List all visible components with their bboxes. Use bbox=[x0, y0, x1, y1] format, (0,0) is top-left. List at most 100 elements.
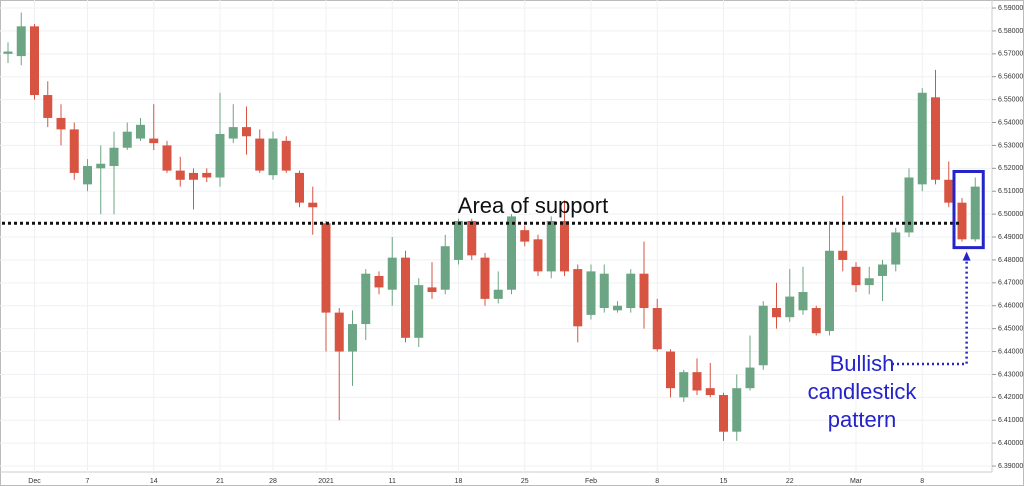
y-tick-label: 6.50000 bbox=[998, 211, 1023, 218]
candle-body bbox=[83, 166, 92, 185]
x-tick-label: 21 bbox=[216, 478, 224, 485]
y-tick-label: 6.45000 bbox=[998, 325, 1023, 332]
y-tick-label: 6.49000 bbox=[998, 234, 1023, 241]
candle-body bbox=[520, 230, 530, 242]
candle-body bbox=[255, 138, 265, 171]
y-tick-label: 6.53000 bbox=[998, 142, 1023, 149]
x-tick-label: Mar bbox=[850, 478, 863, 485]
candle-body bbox=[891, 232, 901, 265]
y-tick-label: 6.52000 bbox=[998, 165, 1023, 172]
candle-body bbox=[321, 223, 331, 313]
candle-body bbox=[546, 220, 556, 272]
candle-body bbox=[904, 177, 914, 233]
x-tick-label: 2021 bbox=[318, 478, 334, 485]
candle-body bbox=[109, 147, 119, 167]
candle-body bbox=[215, 133, 225, 178]
candle-body bbox=[308, 202, 318, 208]
candle-body bbox=[917, 92, 927, 185]
x-tick-label: 14 bbox=[150, 478, 158, 485]
y-tick-label: 6.39000 bbox=[998, 463, 1023, 470]
candle-body bbox=[666, 351, 675, 389]
x-tick-label: Feb bbox=[585, 478, 597, 485]
y-tick-label: 6.48000 bbox=[998, 257, 1023, 264]
pattern-box bbox=[952, 169, 985, 250]
pattern-label: pattern bbox=[828, 407, 897, 432]
y-tick-label: 6.57000 bbox=[998, 51, 1023, 58]
x-tick-label: Dec bbox=[28, 478, 41, 485]
candle-body bbox=[613, 305, 622, 311]
x-tick-label: 7 bbox=[86, 478, 90, 485]
candle-body bbox=[268, 138, 278, 176]
candle-body bbox=[878, 264, 887, 276]
candle-body bbox=[957, 202, 967, 240]
candle-body bbox=[69, 129, 79, 173]
y-tick-label: 6.41000 bbox=[998, 417, 1023, 424]
candle-body bbox=[202, 172, 212, 178]
candle-body bbox=[149, 138, 159, 144]
candle-body bbox=[811, 308, 821, 334]
candle-body bbox=[440, 246, 450, 290]
candle-body bbox=[96, 163, 106, 169]
candle-body bbox=[586, 271, 596, 315]
x-tick-label: 11 bbox=[389, 478, 396, 485]
candle-body bbox=[679, 372, 689, 398]
candle-body bbox=[43, 95, 53, 118]
candle-body bbox=[560, 220, 569, 272]
candle-body bbox=[162, 145, 172, 171]
candle-body bbox=[30, 26, 39, 96]
candle-body bbox=[242, 127, 251, 137]
candle-body bbox=[652, 308, 662, 350]
x-tick-label: 8 bbox=[655, 478, 659, 485]
y-tick-label: 6.58000 bbox=[998, 28, 1023, 35]
candle-body bbox=[838, 250, 848, 260]
candle-body bbox=[732, 388, 742, 432]
x-tick-label: 22 bbox=[786, 478, 794, 485]
candle-body bbox=[122, 131, 132, 148]
x-tick-label: 15 bbox=[720, 478, 728, 485]
y-tick-label: 6.40000 bbox=[998, 440, 1023, 447]
y-tick-label: 6.46000 bbox=[998, 303, 1023, 310]
candle-body bbox=[851, 266, 861, 286]
candle-body bbox=[772, 308, 781, 318]
candle-body bbox=[189, 172, 198, 180]
candle-body bbox=[414, 285, 424, 338]
candle-body bbox=[374, 275, 384, 288]
candle-body bbox=[175, 170, 185, 180]
x-tick-label: 18 bbox=[455, 478, 463, 485]
y-tick-label: 6.42000 bbox=[998, 394, 1023, 401]
candle-body bbox=[573, 269, 583, 327]
x-tick-label: 28 bbox=[269, 478, 277, 485]
y-tick-label: 6.44000 bbox=[998, 348, 1023, 355]
y-tick-label: 6.56000 bbox=[998, 74, 1023, 81]
y-tick-label: 6.43000 bbox=[998, 371, 1023, 378]
candle-body bbox=[16, 26, 26, 57]
candle-body bbox=[228, 127, 238, 139]
candle-body bbox=[334, 312, 344, 352]
candle-body bbox=[970, 186, 980, 240]
candle-body bbox=[719, 395, 728, 432]
candle-body bbox=[136, 124, 145, 139]
arrow-head bbox=[962, 251, 971, 261]
candle-body bbox=[931, 97, 940, 180]
candle-body bbox=[692, 372, 702, 391]
candle-body bbox=[3, 51, 13, 54]
candle-body bbox=[705, 388, 715, 396]
candle-body bbox=[944, 179, 954, 203]
candle-body bbox=[401, 257, 410, 338]
candle-body bbox=[295, 172, 304, 203]
candle-body bbox=[639, 273, 649, 309]
candle-body bbox=[467, 220, 477, 256]
candle-body bbox=[348, 324, 357, 352]
candle-body bbox=[626, 273, 636, 309]
candle-body bbox=[599, 273, 609, 309]
y-tick-label: 6.54000 bbox=[998, 119, 1023, 126]
candle-body bbox=[480, 257, 490, 299]
candle-body bbox=[427, 287, 437, 292]
pattern-label: candlestick bbox=[808, 379, 918, 404]
y-tick-label: 6.59000 bbox=[998, 5, 1023, 12]
pattern-label: Bullish bbox=[830, 351, 895, 376]
candle-body bbox=[798, 291, 808, 311]
pattern-arrow bbox=[892, 259, 968, 366]
y-tick-label: 6.55000 bbox=[998, 96, 1023, 103]
